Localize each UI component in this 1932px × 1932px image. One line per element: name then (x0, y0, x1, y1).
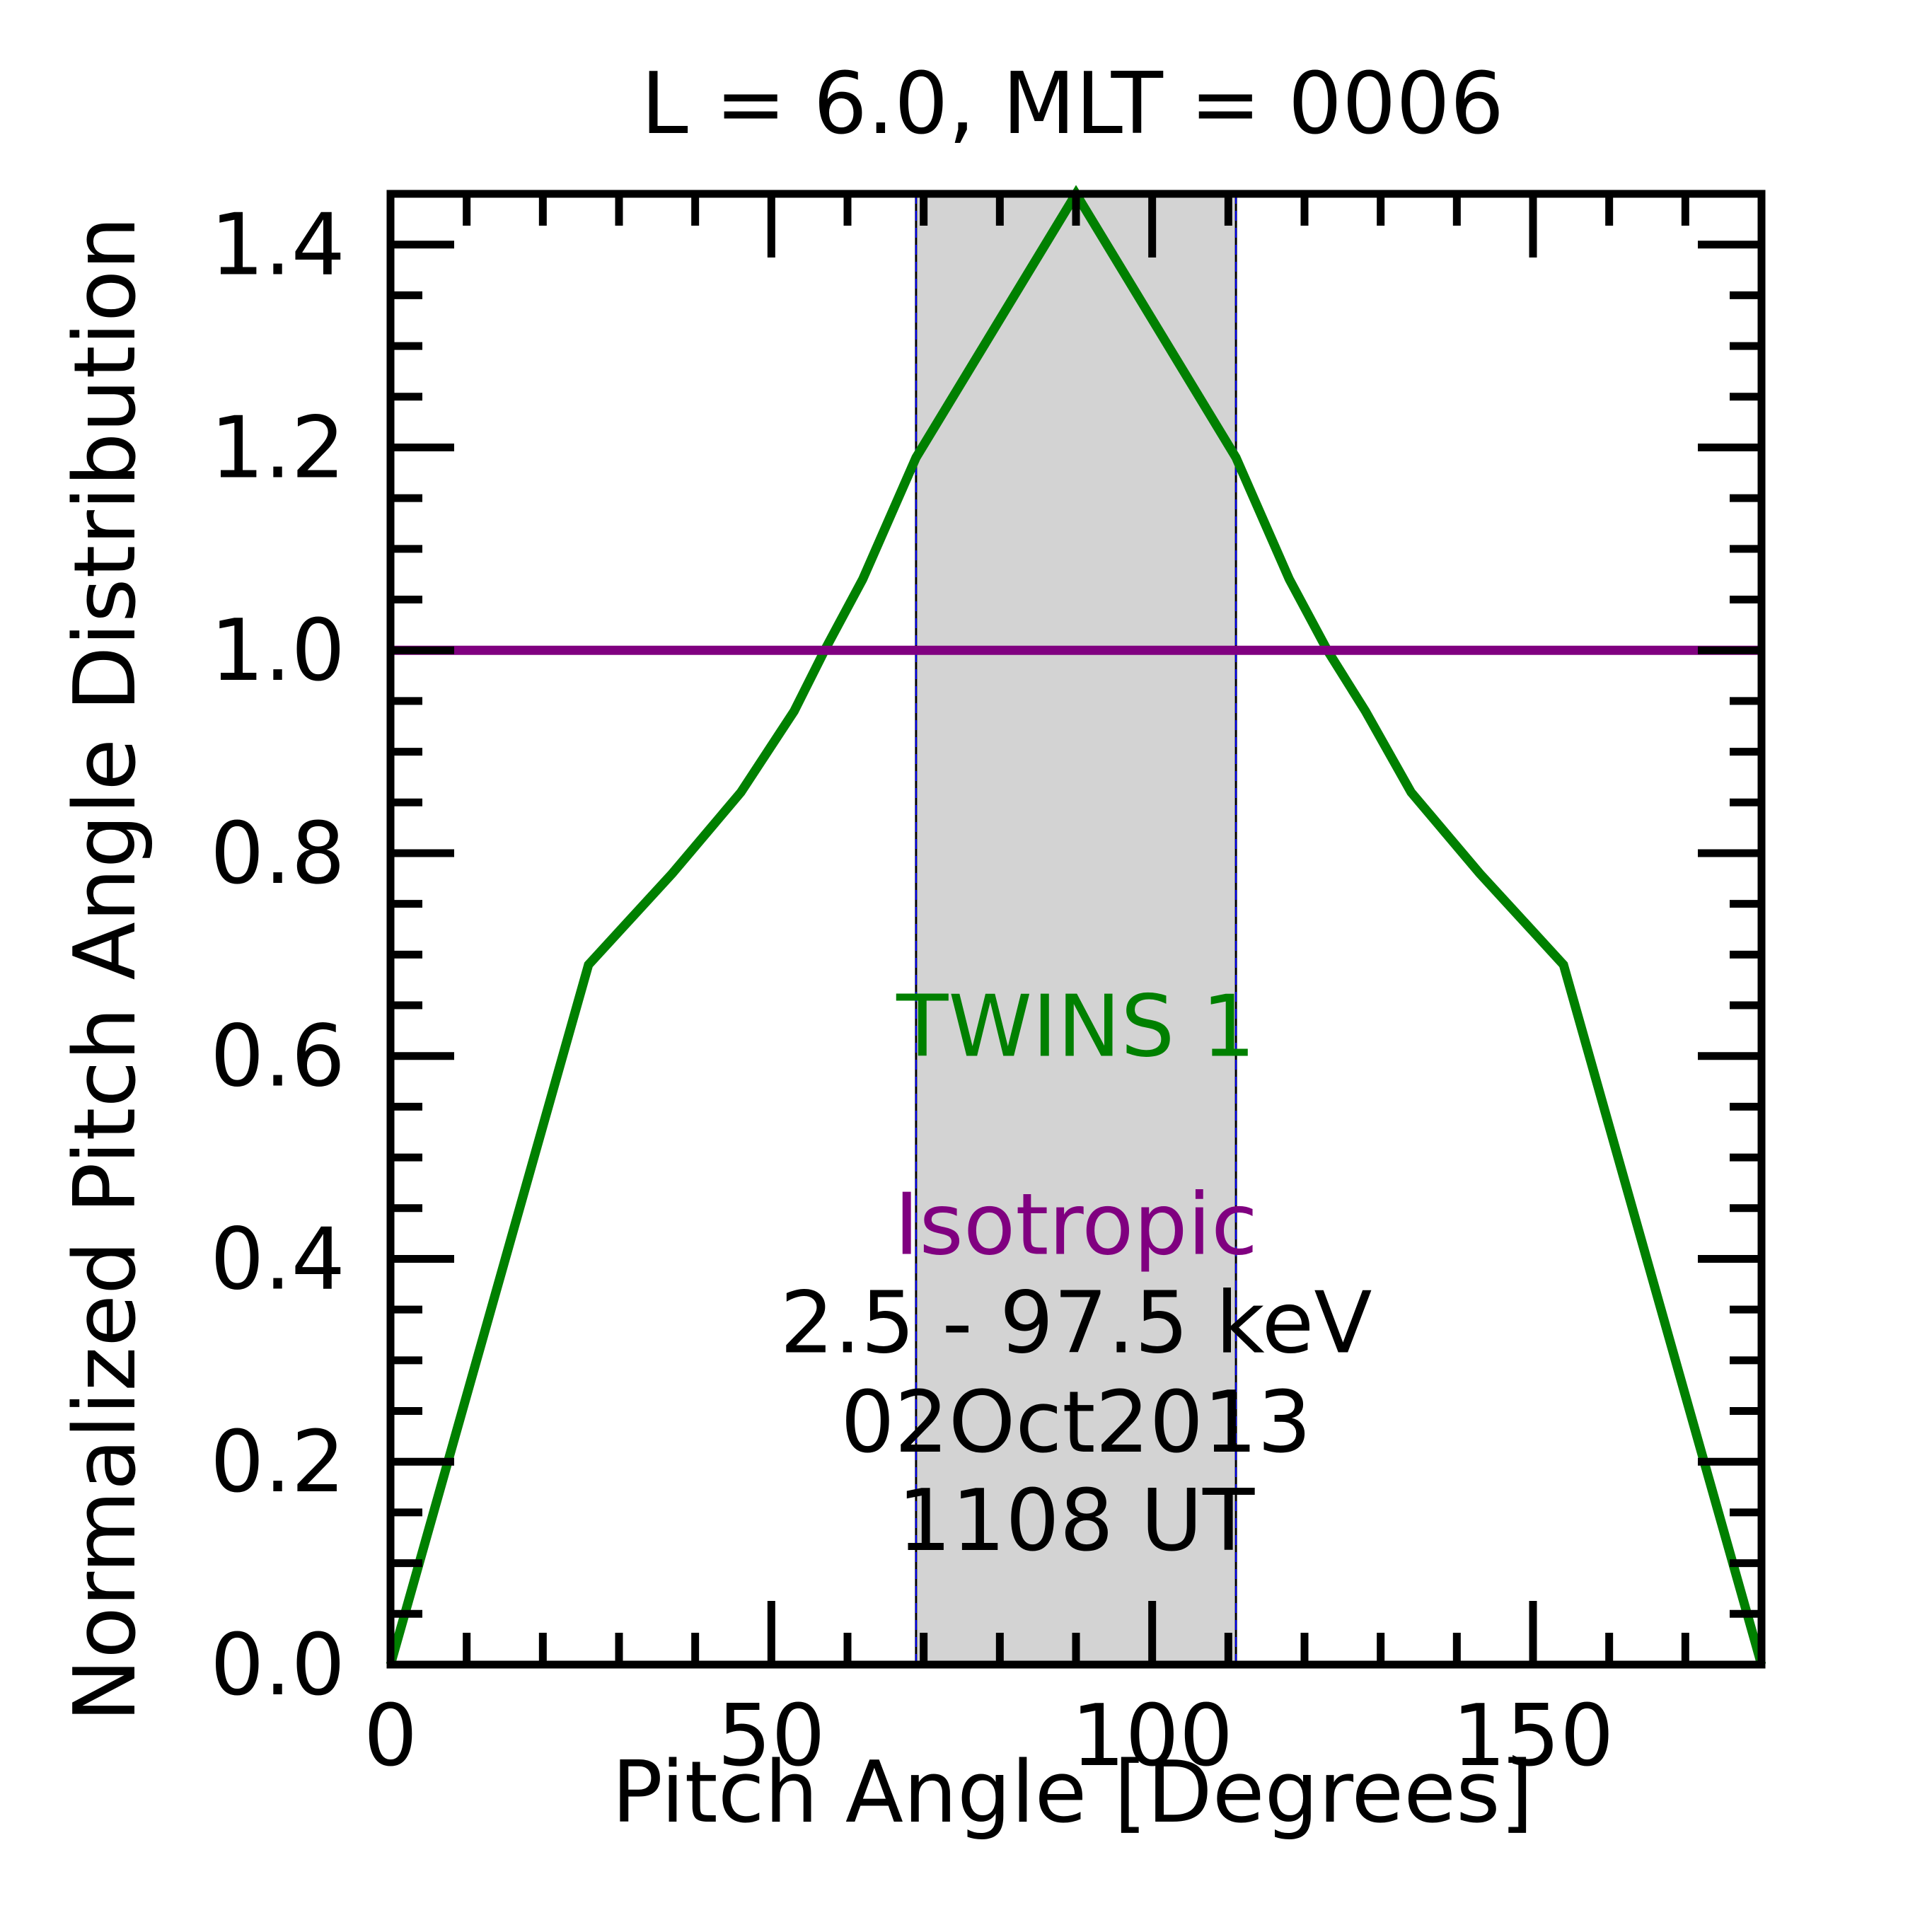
x-tick-label: 50 (717, 1687, 826, 1786)
y-axis-label: Normalized Pitch Angle Distribution (57, 216, 155, 1723)
annotation-isotropic: Isotropic (894, 1176, 1258, 1274)
y-tick-label: 0.4 (210, 1210, 345, 1309)
annotation-time: 1108 UT (898, 1472, 1255, 1571)
y-tick-label: 1.4 (210, 197, 345, 295)
x-tick-label: 0 (364, 1687, 417, 1786)
y-tick-label: 1.0 (210, 602, 345, 700)
chart-title: L = 6.0, MLT = 0006 (641, 55, 1504, 154)
annotation-twins: TWINS 1 (896, 978, 1256, 1077)
plot-frame (386, 190, 1766, 1669)
y-tick-label: 0.8 (210, 805, 345, 903)
y-tick-label: 0.0 (210, 1616, 345, 1715)
annotation-date: 02Oct2013 (840, 1374, 1312, 1472)
annotation-energy: 2.5 - 97.5 keV (780, 1274, 1372, 1372)
x-axis-label: Pitch Angle [Degrees] (612, 1744, 1534, 1842)
y-tick-label: 0.6 (210, 1008, 345, 1106)
y-tick-label: 1.2 (210, 399, 345, 497)
x-tick-label: 100 (1071, 1687, 1233, 1786)
x-tick-label: 150 (1452, 1687, 1614, 1786)
shaded-band (915, 194, 1237, 1665)
plot-area: 0 50 100 150 0.0 0.2 0.4 0.6 0.8 1.0 1.2 1.4 TWINS 1… (210, 185, 1766, 1786)
y-tick-label: 0.2 (210, 1413, 345, 1512)
